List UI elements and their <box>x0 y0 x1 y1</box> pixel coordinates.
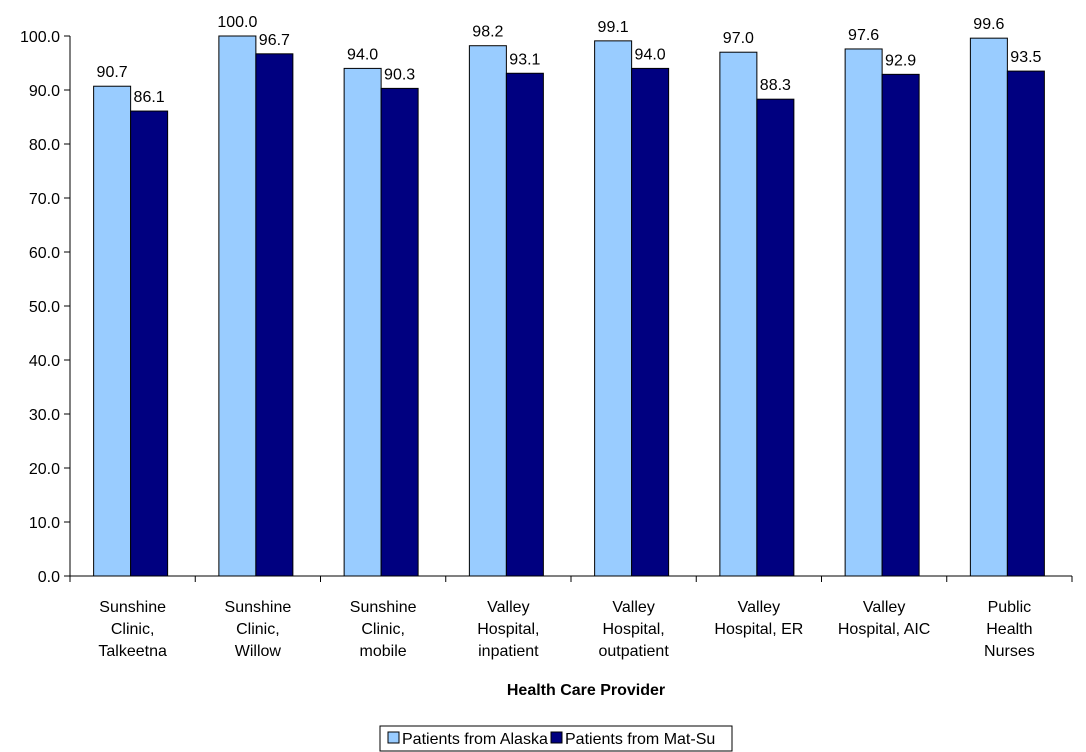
y-axis: 0.0 10.0 20.0 30.0 40.0 50.0 60.0 70.0 80.0 90.0 1… <box>20 29 71 586</box>
y-tick-label: 30.0 <box>29 407 60 424</box>
bar-patients-from-alaska <box>969 37 1008 577</box>
bar-patients-from-mat-su <box>505 72 544 577</box>
data-label-patients-from-mat-su: 94.0 <box>635 46 666 63</box>
data-label-patients-from-mat-su: 92.9 <box>885 52 916 69</box>
bar-patients-from-mat-su <box>881 73 920 577</box>
data-label-patients-from-alaska: 94.0 <box>347 46 378 63</box>
bar-patients-from-mat-su <box>380 87 419 577</box>
bar-patients-from-alaska <box>343 67 382 577</box>
x-tick-label: Sunshine Clinic, Willow <box>225 599 292 660</box>
category-labels: Sunshine Clinic, Talkeetna Sunshine Clinic, W… <box>98 599 1034 660</box>
x-tick-label: Valley Hospital, ER <box>714 599 803 638</box>
data-label-patients-from-alaska: 99.1 <box>598 19 629 36</box>
bar-patients-from-mat-su <box>1006 70 1045 577</box>
bar-group <box>93 35 1045 577</box>
y-tick-label: 20.0 <box>29 461 60 478</box>
bar-patients-from-mat-su <box>255 53 294 577</box>
legend-swatch <box>387 731 400 744</box>
x-axis-title: Health Care Provider <box>507 682 665 699</box>
bar-patients-from-mat-su <box>130 110 169 577</box>
legend-label: Patients from Alaska <box>402 731 548 748</box>
bar-patients-from-alaska <box>468 45 507 577</box>
data-label-patients-from-alaska: 100.0 <box>217 14 257 31</box>
x-tick-label: Sunshine Clinic, mobile <box>350 599 417 660</box>
data-label-patients-from-mat-su: 90.3 <box>384 66 415 83</box>
data-label-patients-from-mat-su: 93.5 <box>1010 49 1041 66</box>
data-label-patients-from-alaska: 97.6 <box>848 27 879 44</box>
data-label-patients-from-mat-su: 96.7 <box>259 32 290 49</box>
y-tick-label: 10.0 <box>29 515 60 532</box>
data-label-patients-from-mat-su: 86.1 <box>134 89 165 106</box>
x-tick-label: Sunshine Clinic, Talkeetna <box>98 599 167 660</box>
bar-patients-from-mat-su <box>631 67 670 577</box>
x-tick-label: Public Health Nurses <box>984 599 1035 660</box>
legend-swatch <box>550 731 563 744</box>
bar-patients-from-mat-su <box>756 98 795 577</box>
bar-patients-from-alaska <box>719 51 758 577</box>
y-tick-label: 40.0 <box>29 353 60 370</box>
x-tick-label: Valley Hospital, AIC <box>838 599 930 638</box>
data-label-patients-from-mat-su: 88.3 <box>760 77 791 94</box>
x-tick-label: Valley Hospital, inpatient <box>477 599 539 660</box>
data-labels: 90.7 86.1 100.096.7 94.0 90.3 98.2 93.1 99.1 94.… <box>97 14 1042 106</box>
data-label-patients-from-alaska: 97.0 <box>723 30 754 47</box>
bar-patients-from-alaska <box>844 48 883 577</box>
data-label-patients-from-mat-su: 93.1 <box>509 51 540 68</box>
y-tick-label: 70.0 <box>29 191 60 208</box>
legend-label: Patients from Mat-Su <box>565 731 715 748</box>
y-tick-label: 80.0 <box>29 137 60 154</box>
bar-patients-from-alaska <box>93 85 132 577</box>
y-tick-label: 60.0 <box>29 245 60 262</box>
x-axis <box>69 575 1073 582</box>
data-label-patients-from-alaska: 90.7 <box>97 64 128 81</box>
y-tick-label: 90.0 <box>29 83 60 100</box>
y-tick-label: 0.0 <box>38 569 60 586</box>
bar-patients-from-alaska <box>594 40 633 577</box>
y-tick-label: 50.0 <box>29 299 60 316</box>
y-tick-label: 100.0 <box>20 29 60 46</box>
data-label-patients-from-alaska: 99.6 <box>973 16 1004 33</box>
data-label-patients-from-alaska: 98.2 <box>472 24 503 41</box>
bar-patients-from-alaska <box>218 35 257 577</box>
x-tick-label: Valley Hospital, outpatient <box>598 599 669 660</box>
legend: Patients from Alaska Patients from Mat-Su <box>379 725 733 752</box>
